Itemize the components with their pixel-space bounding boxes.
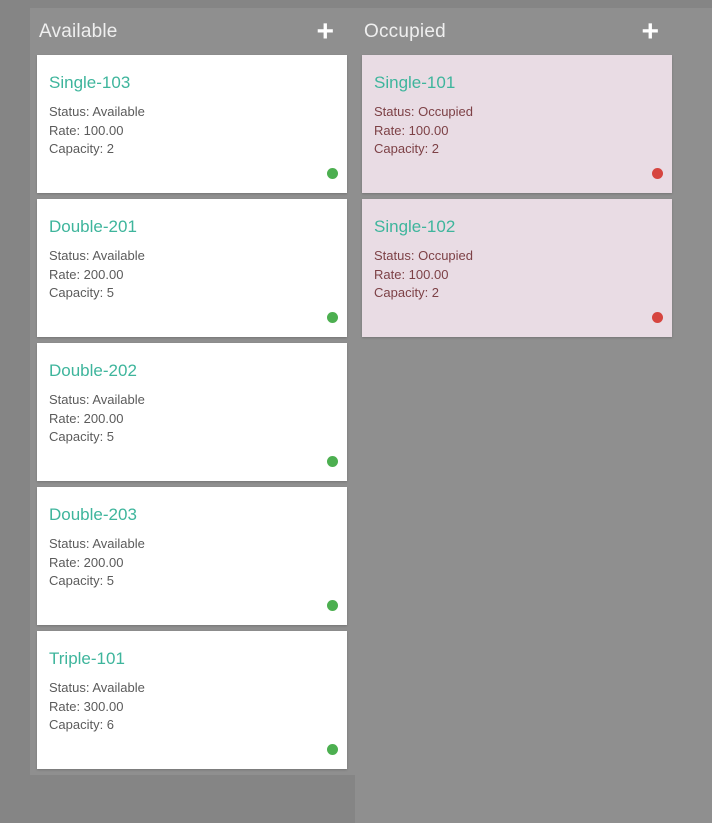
column-header: Available +	[37, 8, 348, 55]
room-rate: Rate: 100.00	[374, 122, 449, 138]
room-rate: Rate: 300.00	[49, 698, 124, 714]
status-indicator-dot	[327, 312, 338, 323]
status-indicator-dot	[327, 600, 338, 611]
room-card[interactable]: Single-101 Status: Occupied Rate: 100.00…	[362, 55, 672, 193]
status-indicator-dot	[652, 168, 663, 179]
room-capacity: Capacity: 2	[374, 141, 440, 156]
status-indicator-dot	[327, 456, 338, 467]
room-rate: Rate: 200.00	[49, 266, 124, 282]
room-name: Single-101	[374, 73, 456, 92]
column-occupied: Occupied + Single-101 Status: Occupied R…	[355, 8, 712, 823]
room-status: Status: Available	[49, 536, 145, 551]
room-status: Status: Occupied	[374, 104, 473, 119]
room-name: Double-201	[49, 217, 137, 236]
room-status: Status: Available	[49, 248, 145, 263]
plus-icon: +	[316, 14, 334, 48]
room-rate: Rate: 200.00	[49, 554, 124, 570]
room-rate: Rate: 100.00	[374, 266, 449, 282]
room-card[interactable]: Double-203 Status: Available Rate: 200.0…	[37, 487, 347, 625]
room-name: Double-202	[49, 361, 137, 380]
column-title: Available	[39, 20, 118, 42]
room-card[interactable]: Triple-101 Status: Available Rate: 300.0…	[37, 631, 347, 769]
status-indicator-dot	[652, 312, 663, 323]
add-card-button[interactable]: +	[316, 14, 334, 48]
room-status: Status: Occupied	[374, 248, 473, 263]
room-name: Single-102	[374, 217, 456, 236]
room-capacity: Capacity: 6	[49, 717, 115, 732]
room-status: Status: Available	[49, 392, 145, 407]
room-rate: Rate: 200.00	[49, 410, 124, 426]
status-indicator-dot	[327, 744, 338, 755]
room-card[interactable]: Double-201 Status: Available Rate: 200.0…	[37, 199, 347, 337]
room-status: Status: Available	[49, 104, 145, 119]
room-card[interactable]: Single-103 Status: Available Rate: 100.0…	[37, 55, 347, 193]
room-capacity: Capacity: 2	[374, 285, 440, 300]
add-card-button[interactable]: +	[641, 14, 659, 48]
plus-icon: +	[641, 14, 659, 48]
room-capacity: Capacity: 5	[49, 573, 115, 588]
status-indicator-dot	[327, 168, 338, 179]
column-title: Occupied	[364, 20, 446, 42]
room-card[interactable]: Single-102 Status: Occupied Rate: 100.00…	[362, 199, 672, 337]
room-rate: Rate: 100.00	[49, 122, 124, 138]
room-status: Status: Available	[49, 680, 145, 695]
room-name: Triple-101	[49, 649, 125, 668]
room-name: Single-103	[49, 73, 131, 92]
room-name: Double-203	[49, 505, 137, 524]
room-card[interactable]: Double-202 Status: Available Rate: 200.0…	[37, 343, 347, 481]
room-capacity: Capacity: 5	[49, 429, 115, 444]
room-capacity: Capacity: 2	[49, 141, 115, 156]
room-capacity: Capacity: 5	[49, 285, 115, 300]
column-header: Occupied +	[362, 8, 673, 55]
column-available: Available + Single-103 Status: Available…	[30, 8, 355, 775]
